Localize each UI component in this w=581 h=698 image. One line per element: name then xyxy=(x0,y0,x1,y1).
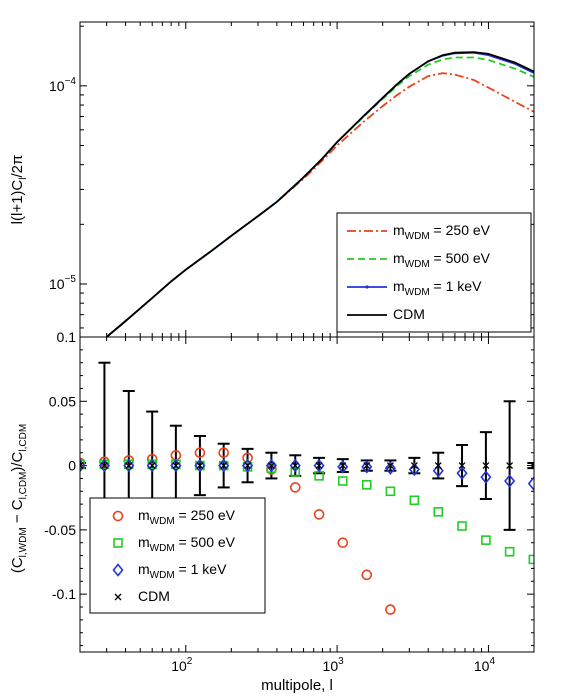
bottom-series-point xyxy=(363,462,371,470)
bottom-legend-label: mWDM = 250 eV xyxy=(138,507,236,527)
bottom-series-point xyxy=(218,458,230,473)
bottom-series-point xyxy=(265,458,277,473)
bottom-series-point xyxy=(100,462,108,470)
bottom-legend: mWDM = 250 eV mWDM = 500 eV mWDM = 1 keV CD… xyxy=(89,497,266,614)
bottom-y-axis-label: (Cl,WDM − Cl,CDM)/Cl,CDM xyxy=(9,424,29,573)
top-legend-label: mWDM = 1 keV xyxy=(393,278,482,298)
bottom-series-point xyxy=(337,537,349,549)
top-legend-label: CDM xyxy=(393,306,425,322)
bottom-series-point xyxy=(291,462,299,470)
bottom-series-point xyxy=(504,546,515,557)
bottom-series-point xyxy=(410,462,418,470)
bottom-legend-marker xyxy=(112,510,124,522)
bottom-series-point xyxy=(315,462,323,470)
bottom-series-point xyxy=(361,569,373,581)
bottom-series-point xyxy=(267,462,275,470)
bottom-series-point xyxy=(384,461,396,475)
top-y-axis-label: l(l+1)Cl/2π xyxy=(9,155,29,225)
top-legend-label: mWDM = 250 eV xyxy=(393,222,491,242)
bottom-series-point xyxy=(194,458,206,473)
bottom-legend-label: CDM xyxy=(138,588,170,604)
bottom-panel: 0.1 0.05 0 -0.05 -0.1 102 103 104 multipole, l (C… xyxy=(9,329,535,694)
bottom-series-point xyxy=(458,462,466,470)
top-legend-label: mWDM = 500 eV xyxy=(393,250,491,270)
bottom-series-point xyxy=(481,535,491,545)
bottom-series-point xyxy=(457,521,467,531)
bottom-series-point xyxy=(289,458,301,473)
bottom-series-point xyxy=(339,462,347,470)
bottom-series-point xyxy=(361,460,373,474)
bottom-x-tick-label: 102 xyxy=(171,656,193,674)
bottom-y-tick-label: -0.05 xyxy=(44,522,76,538)
bottom-legend-label: mWDM = 500 eV xyxy=(138,534,236,554)
bottom-series-point xyxy=(194,447,206,459)
bottom-series-point xyxy=(337,460,349,474)
bottom-series-point xyxy=(196,462,204,470)
bottom-series-point xyxy=(433,507,444,517)
bottom-x-axis-label: multipole, l xyxy=(261,677,333,694)
bottom-legend-marker xyxy=(113,538,123,548)
bottom-series-point xyxy=(220,462,228,470)
bottom-series-point xyxy=(218,447,229,459)
top-y-tick-label: 10−4 xyxy=(49,76,76,94)
top-legend-marker xyxy=(365,285,369,289)
bottom-series-point xyxy=(529,462,534,470)
bottom-legend-box xyxy=(89,497,266,614)
bottom-series-point xyxy=(337,476,348,486)
bottom-series-point xyxy=(361,480,372,490)
bottom-series-point xyxy=(146,458,158,473)
bottom-series-point xyxy=(313,509,325,520)
bottom-series-point xyxy=(98,458,110,473)
bottom-series-point xyxy=(123,458,135,473)
bottom-series-point xyxy=(125,462,133,470)
bottom-series-point xyxy=(456,466,468,481)
bottom-series-point xyxy=(408,462,420,477)
bottom-series-point xyxy=(527,476,534,491)
bottom-series-point xyxy=(480,470,492,484)
bottom-series-point xyxy=(409,495,420,506)
bottom-series-point xyxy=(506,462,514,470)
bottom-series-point xyxy=(386,462,394,470)
bottom-series-point xyxy=(148,462,156,470)
bottom-legend-marker xyxy=(112,563,124,577)
top-series-group xyxy=(106,51,534,337)
bottom-series-point xyxy=(244,462,252,470)
bottom-series-point xyxy=(170,458,182,473)
top-panel: 10−4 10−5 l(l+1)Cl/2π mWDM = 250 eV mWDM = 5… xyxy=(9,21,535,338)
bottom-series-point xyxy=(290,467,301,477)
bottom-series-point xyxy=(432,463,444,478)
bottom-x-tick-label: 104 xyxy=(474,656,496,674)
bottom-x-tick-label: 103 xyxy=(323,656,345,674)
bottom-y-tick-label: 0 xyxy=(68,458,76,474)
bottom-series-point xyxy=(434,462,442,470)
bottom-y-tick-label: -0.1 xyxy=(52,586,76,602)
top-series-line xyxy=(106,51,534,337)
bottom-series-point xyxy=(528,554,534,565)
bottom-series-point xyxy=(482,462,490,470)
bottom-series-point xyxy=(385,604,396,615)
bottom-series-point xyxy=(289,482,301,493)
bottom-series-point xyxy=(242,458,254,473)
bottom-series-point xyxy=(385,486,396,497)
bottom-axes-frame xyxy=(79,336,535,653)
bottom-series-point xyxy=(80,458,86,473)
top-legend: mWDM = 250 eV mWDM = 500 eV mWDM = 1 keV CD… xyxy=(336,212,532,333)
bottom-legend-label: mWDM = 1 keV xyxy=(138,561,227,581)
bottom-series-point xyxy=(80,462,84,470)
bottom-series-point xyxy=(504,474,516,488)
bottom-legend-marker xyxy=(114,593,122,601)
bottom-series-point xyxy=(172,462,180,470)
bottom-y-tick-label: 0.1 xyxy=(57,329,77,345)
bottom-series-point xyxy=(146,453,158,465)
bottom-series-point xyxy=(313,458,325,473)
top-y-tick-label: 10−5 xyxy=(49,274,76,292)
bottom-y-tick-label: 0.05 xyxy=(49,393,76,409)
top-legend-box xyxy=(336,212,532,333)
